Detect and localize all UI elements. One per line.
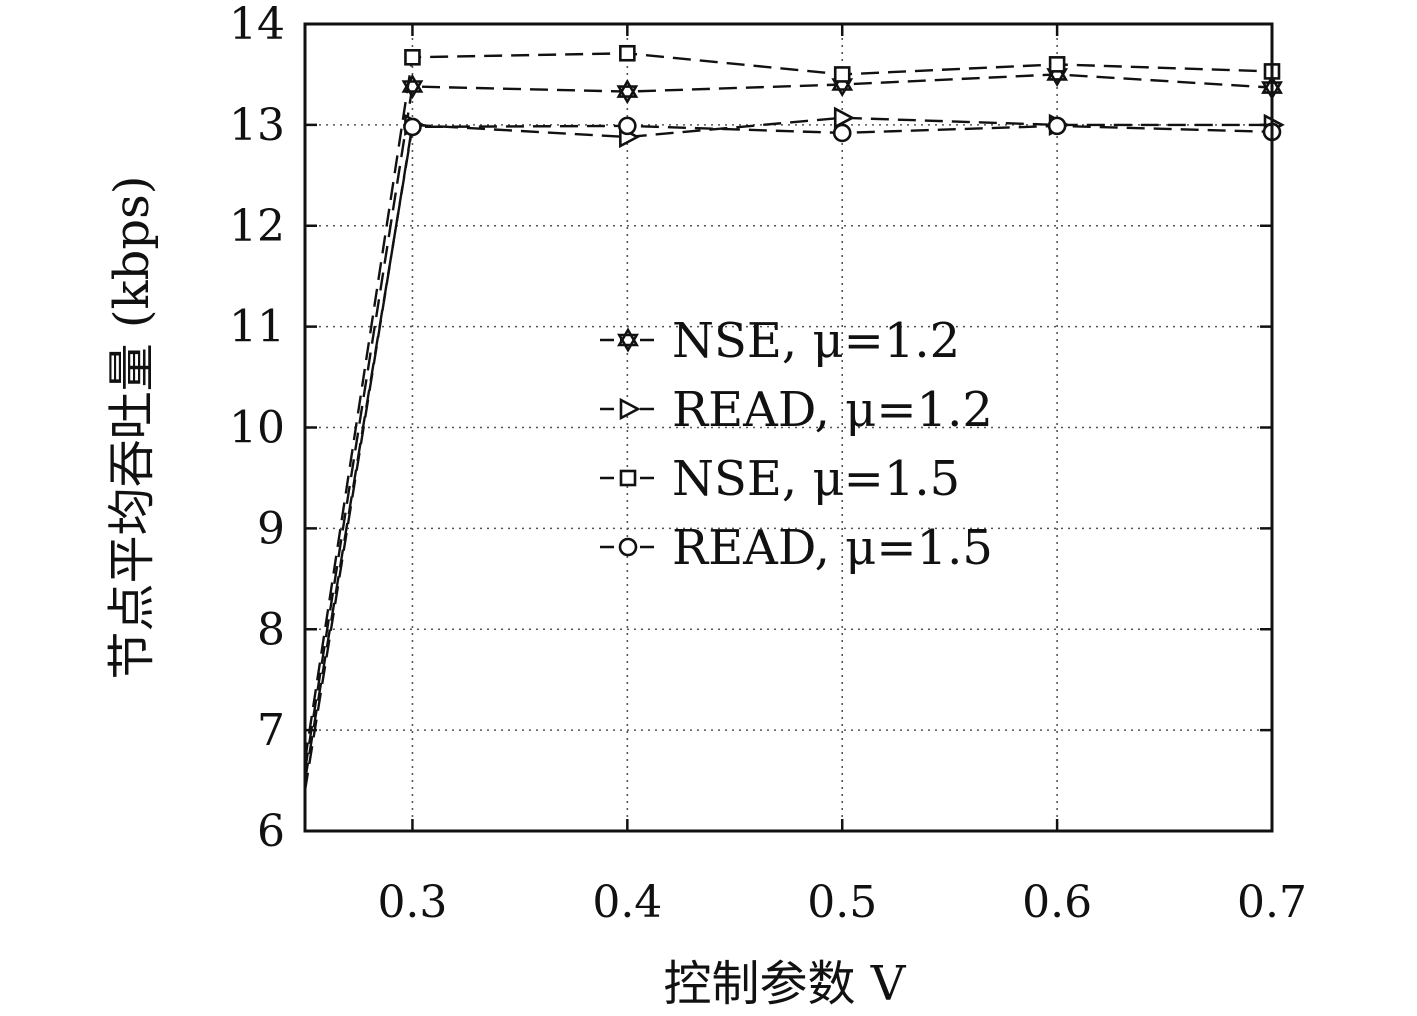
series-circle [303, 116, 1282, 781]
legend-label: NSE, μ=1.5 [672, 451, 960, 507]
data-point-square [404, 48, 421, 66]
data-point-square [619, 44, 636, 62]
y-tick-label: 14 [229, 0, 285, 50]
x-tick-label: 0.3 [377, 877, 447, 928]
legend-marker-square [619, 469, 637, 487]
y-tick-label: 9 [257, 503, 285, 554]
x-tick-label: 0.6 [1022, 877, 1092, 928]
y-axis-label: 节点平均吞吐量 (kbps) [104, 176, 160, 680]
x-tick-label: 0.4 [592, 877, 662, 928]
data-point-square [1048, 56, 1066, 73]
legend: NSE, μ=1.2 READ, μ=1.2 NSE, μ=1.5 READ, μ=1… [600, 313, 993, 576]
data-point-circle [1047, 116, 1067, 136]
legend-label: NSE, μ=1.2 [672, 313, 960, 369]
y-tick-label: 10 [229, 403, 285, 454]
x-tick-label: 0.7 [1237, 877, 1307, 928]
series-layer [303, 44, 1285, 791]
x-tick-label: 0.5 [807, 877, 877, 928]
data-point-circle [618, 116, 637, 136]
y-tick-label: 11 [229, 302, 285, 353]
y-tick-label: 7 [257, 705, 285, 756]
series-line [303, 124, 1273, 781]
legend-label: READ, μ=1.5 [672, 520, 993, 576]
data-point-circle [403, 117, 422, 137]
legend-marker-star [617, 333, 639, 353]
series-line [303, 116, 1272, 791]
legend-label: READ, μ=1.2 [672, 382, 993, 438]
data-point-square [833, 66, 851, 83]
y-tick-label: 12 [229, 201, 285, 252]
legend-marker-triangle-right [619, 397, 641, 421]
series-triangle-right [303, 106, 1285, 791]
legend-entry: NSE, μ=1.2 [600, 313, 960, 369]
legend-entry: NSE, μ=1.5 [600, 451, 960, 507]
axis-ticks: 6 7 8 9 10 11 12 13 14 0.3 0.4 0.5 0.6 0.7 [229, 0, 1307, 928]
series-line [303, 73, 1273, 771]
series-square [303, 44, 1281, 761]
x-axis-label: 控制参数 V [664, 956, 907, 1012]
grid [305, 24, 1272, 831]
series-line [303, 52, 1273, 761]
data-point-triangle-right [833, 106, 856, 129]
y-tick-label: 6 [257, 806, 285, 857]
data-point-circle [832, 123, 852, 143]
legend-marker-circle [618, 537, 638, 557]
y-tick-label: 13 [229, 100, 285, 151]
y-tick-label: 8 [257, 604, 285, 655]
data-point-star [616, 85, 639, 105]
legend-entry: READ, μ=1.5 [600, 520, 993, 576]
legend-entry: READ, μ=1.2 [600, 382, 993, 438]
